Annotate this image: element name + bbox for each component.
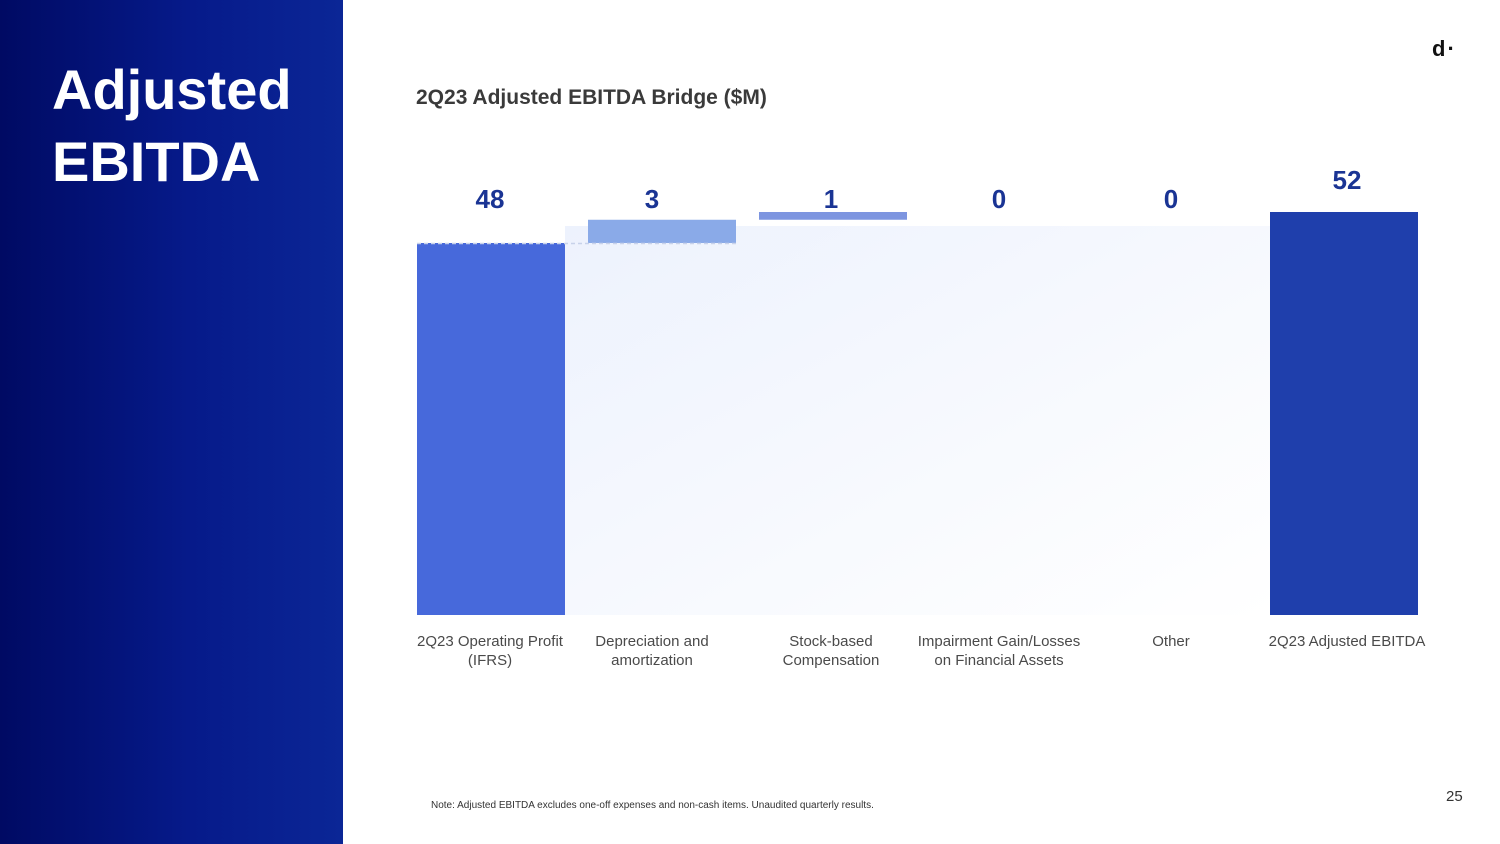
value-label-0: 48: [476, 184, 505, 214]
sidebar-panel: Adjusted EBITDA: [0, 0, 343, 844]
category-label-0: 2Q23 Operating Profit (IFRS): [417, 633, 563, 669]
bar-5: [1270, 212, 1418, 615]
category-label-5: 2Q23 Adjusted EBITDA: [1268, 633, 1426, 650]
chart-title: 2Q23 Adjusted EBITDA Bridge ($M): [416, 86, 767, 109]
bar-1: [588, 219, 736, 243]
bridge-background: [565, 226, 1270, 615]
category-label-4: Other: [1152, 633, 1190, 650]
brand-logo: d·: [1432, 36, 1457, 61]
value-label-4: 0: [1164, 184, 1178, 214]
value-label-5: 52: [1333, 165, 1362, 195]
bar-2: [759, 212, 907, 220]
value-label-2: 1: [824, 184, 838, 214]
value-label-1: 3: [645, 184, 659, 214]
category-label-2: Stock-based Compensation: [782, 633, 880, 669]
bar-0: [417, 243, 565, 615]
value-label-3: 0: [992, 184, 1006, 214]
page-number: 25: [1446, 788, 1463, 805]
category-label-1: Depreciation and amortization: [595, 633, 709, 669]
slide-title: Adjusted EBITDA: [52, 58, 292, 193]
footnote: Note: Adjusted EBITDA excludes one-off e…: [431, 800, 874, 811]
category-label-3: Impairment Gain/Losses on Financial Asse…: [917, 633, 1081, 669]
